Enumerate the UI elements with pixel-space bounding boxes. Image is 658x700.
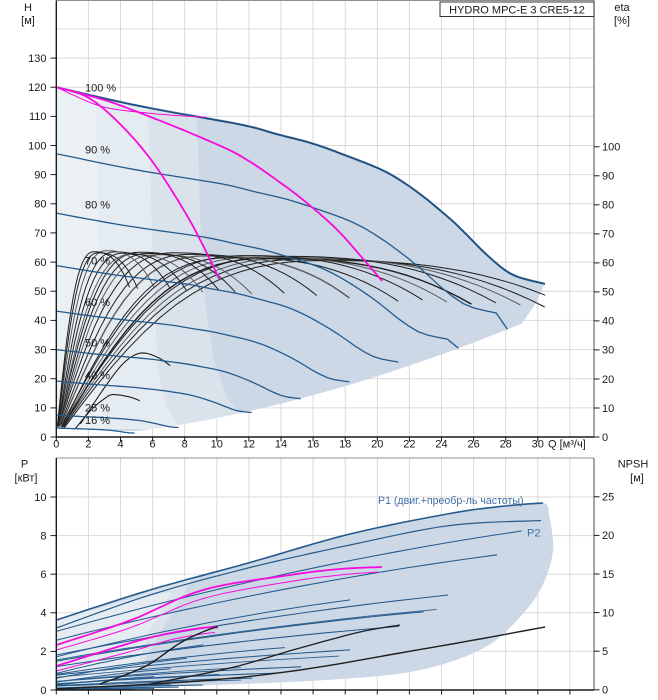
svg-text:70: 70 [34,228,46,240]
svg-text:HYDRO MPC-E 3 CRE5-12: HYDRO MPC-E 3 CRE5-12 [449,5,585,17]
svg-text:50 %: 50 % [85,338,110,350]
svg-text:4: 4 [117,439,123,451]
svg-text:28: 28 [500,439,512,451]
svg-text:80 %: 80 % [85,200,110,212]
svg-text:8: 8 [182,439,188,451]
svg-text:NPSH: NPSH [618,459,649,471]
svg-text:10: 10 [34,403,46,415]
svg-text:16 %: 16 % [85,415,110,427]
svg-text:100: 100 [602,142,620,154]
svg-text:8: 8 [40,530,46,542]
svg-text:22: 22 [403,439,415,451]
svg-text:2: 2 [40,646,46,658]
svg-text:0: 0 [602,432,608,444]
svg-text:25 %: 25 % [85,403,110,415]
svg-text:90: 90 [34,169,46,181]
svg-text:26: 26 [467,439,479,451]
svg-text:16: 16 [307,439,319,451]
svg-text:6: 6 [150,439,156,451]
svg-text:18: 18 [339,439,351,451]
svg-text:P1 (двиг.+преобр-ль частоты): P1 (двиг.+преобр-ль частоты) [378,495,524,507]
svg-text:6: 6 [40,569,46,581]
svg-text:5: 5 [602,646,608,658]
svg-text:20: 20 [371,439,383,451]
svg-text:4: 4 [40,608,46,620]
svg-text:25: 25 [602,492,614,504]
svg-text:20: 20 [34,374,46,386]
svg-text:[м]: [м] [21,15,35,27]
svg-text:[%]: [%] [614,15,630,27]
svg-text:80: 80 [602,200,614,212]
svg-text:10: 10 [602,607,614,619]
svg-text:0: 0 [40,685,46,697]
svg-text:[кВт]: [кВт] [15,473,38,485]
svg-text:20: 20 [602,530,614,542]
svg-text:P: P [21,459,28,471]
svg-text:70 %: 70 % [85,256,110,268]
svg-text:12: 12 [243,439,255,451]
svg-text:10: 10 [602,403,614,415]
svg-text:10: 10 [34,492,46,504]
svg-text:100: 100 [28,140,46,152]
svg-text:24: 24 [435,439,447,451]
svg-text:15: 15 [602,569,614,581]
svg-text:90 %: 90 % [85,145,110,157]
svg-text:70: 70 [602,229,614,241]
svg-text:0: 0 [40,432,46,444]
svg-text:80: 80 [34,199,46,211]
svg-text:P2: P2 [527,528,540,540]
svg-text:0: 0 [602,685,608,697]
svg-text:50: 50 [34,286,46,298]
svg-text:0: 0 [53,439,59,451]
svg-text:30: 30 [34,344,46,356]
svg-text:60: 60 [602,258,614,270]
svg-text:30: 30 [532,439,544,451]
svg-text:60 %: 60 % [85,297,110,309]
svg-text:60: 60 [34,257,46,269]
svg-text:40: 40 [602,316,614,328]
svg-text:eta: eta [614,2,630,14]
svg-text:40: 40 [34,315,46,327]
svg-text:Q [м³/ч]: Q [м³/ч] [548,439,586,451]
svg-text:H: H [24,2,32,14]
svg-text:100 %: 100 % [85,83,116,95]
svg-text:120: 120 [28,82,46,94]
svg-text:10: 10 [211,439,223,451]
svg-text:50: 50 [602,287,614,299]
svg-text:90: 90 [602,171,614,183]
svg-text:[м]: [м] [630,473,644,485]
svg-text:40 %: 40 % [85,370,110,382]
svg-text:130: 130 [28,53,46,65]
svg-text:20: 20 [602,374,614,386]
svg-text:14: 14 [275,439,287,451]
svg-text:2: 2 [85,439,91,451]
svg-text:30: 30 [602,345,614,357]
svg-text:110: 110 [29,111,47,123]
